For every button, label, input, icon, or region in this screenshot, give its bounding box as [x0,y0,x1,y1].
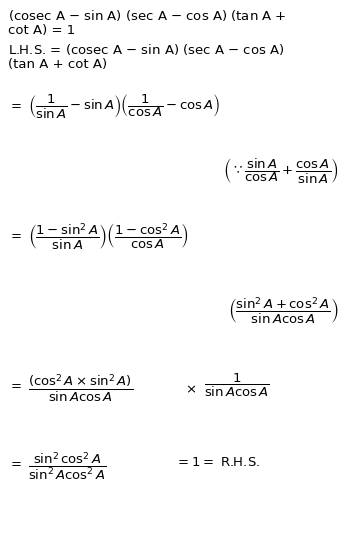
Text: L.H.S. = (cosec A $-$ sin A) (sec A $-$ cos A): L.H.S. = (cosec A $-$ sin A) (sec A $-$ … [8,42,285,57]
Text: $=$: $=$ [8,98,22,111]
Text: $=$: $=$ [8,456,22,469]
Text: $\dfrac{\left(\cos^2 A\times\sin^2 A\right)}{\sin A\cos A}$: $\dfrac{\left(\cos^2 A\times\sin^2 A\rig… [28,372,133,404]
Text: $\times$: $\times$ [185,383,196,396]
Text: (tan A + cot A): (tan A + cot A) [8,58,107,71]
Text: $= 1 =$ R.H.S.: $= 1 =$ R.H.S. [175,456,260,469]
Text: $=$: $=$ [8,228,22,241]
Text: $\left(\dfrac{\sin^2 A+\cos^2 A}{\sin A\cos A}\right)$: $\left(\dfrac{\sin^2 A+\cos^2 A}{\sin A\… [228,295,339,326]
Text: $\left(\because\dfrac{\sin A}{\cos A}+\dfrac{\cos A}{\sin A}\right)$: $\left(\because\dfrac{\sin A}{\cos A}+\d… [223,156,339,185]
Text: (cosec A $-$ sin A) (sec A $-$ cos A) (tan A +: (cosec A $-$ sin A) (sec A $-$ cos A) (t… [8,8,287,23]
Text: $\left(\dfrac{1-\sin^2 A}{\sin A}\right)\left(\dfrac{1-\cos^2 A}{\cos A}\right)$: $\left(\dfrac{1-\sin^2 A}{\sin A}\right)… [28,222,189,252]
Text: $\left(\dfrac{1}{\sin A}-\sin A\right)\left(\dfrac{1}{\cos A}-\cos A\right)$: $\left(\dfrac{1}{\sin A}-\sin A\right)\l… [28,92,220,120]
Text: $=$: $=$ [8,378,22,391]
Text: $\dfrac{\sin^2\cos^2 A}{\sin^2 A\cos^2 A}$: $\dfrac{\sin^2\cos^2 A}{\sin^2 A\cos^2 A… [28,450,107,482]
Text: $\dfrac{1}{\sin A\cos A}$: $\dfrac{1}{\sin A\cos A}$ [204,372,270,399]
Text: cot A) = 1: cot A) = 1 [8,24,75,37]
